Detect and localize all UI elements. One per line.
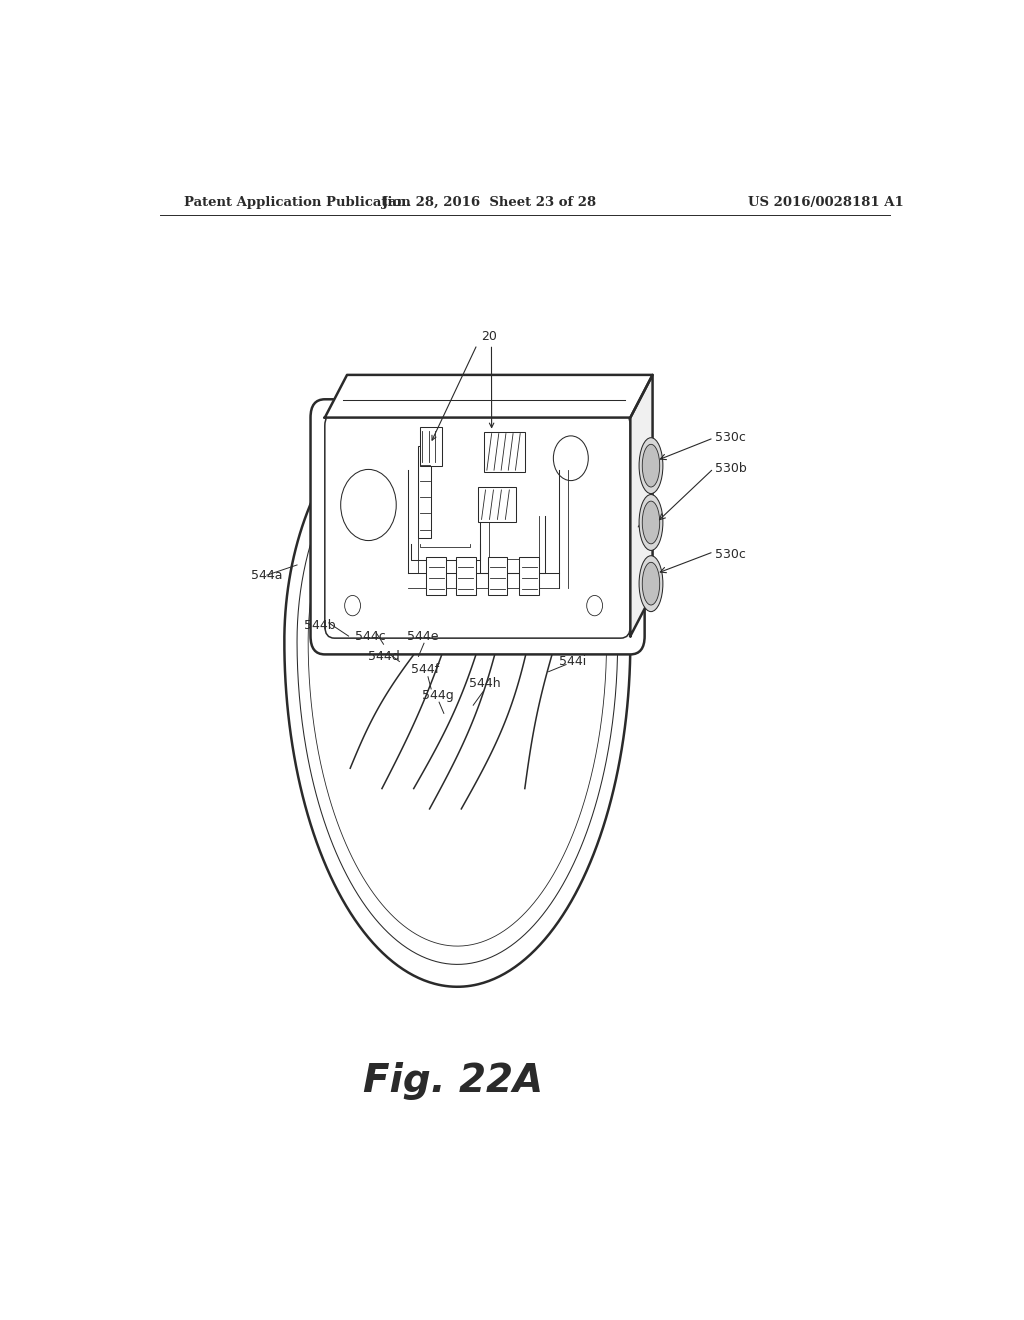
Text: 544e: 544e: [408, 630, 439, 643]
Bar: [483, 432, 525, 473]
Text: US 2016/0028181 A1: US 2016/0028181 A1: [749, 195, 904, 209]
Text: 544b: 544b: [304, 619, 336, 632]
Bar: [456, 557, 475, 595]
Bar: [519, 557, 539, 595]
Text: 544f: 544f: [412, 663, 439, 676]
Polygon shape: [631, 375, 652, 636]
Text: 544h: 544h: [469, 677, 501, 690]
Bar: [477, 487, 516, 523]
Text: 544i: 544i: [559, 655, 586, 668]
Text: 20: 20: [481, 330, 497, 343]
Ellipse shape: [639, 438, 663, 494]
Bar: [426, 557, 446, 595]
Bar: [487, 557, 507, 595]
Ellipse shape: [642, 502, 659, 544]
Text: 530b: 530b: [715, 462, 748, 475]
Text: 544a: 544a: [251, 569, 283, 582]
Text: Jan. 28, 2016  Sheet 23 of 28: Jan. 28, 2016 Sheet 23 of 28: [382, 195, 596, 209]
Text: 544g: 544g: [422, 689, 454, 701]
Text: 530c: 530c: [715, 432, 746, 445]
Bar: [419, 446, 431, 537]
Text: 544d: 544d: [368, 649, 399, 663]
FancyBboxPatch shape: [310, 399, 645, 655]
Text: 530c: 530c: [715, 548, 746, 561]
Bar: [420, 428, 442, 466]
FancyBboxPatch shape: [325, 413, 631, 638]
Text: Patent Application Publication: Patent Application Publication: [183, 195, 411, 209]
Ellipse shape: [639, 495, 663, 550]
Text: 544c: 544c: [354, 630, 385, 643]
Ellipse shape: [642, 562, 659, 605]
Ellipse shape: [639, 556, 663, 611]
Polygon shape: [325, 375, 652, 417]
Ellipse shape: [642, 445, 659, 487]
Text: Fig. 22A: Fig. 22A: [364, 1063, 544, 1101]
